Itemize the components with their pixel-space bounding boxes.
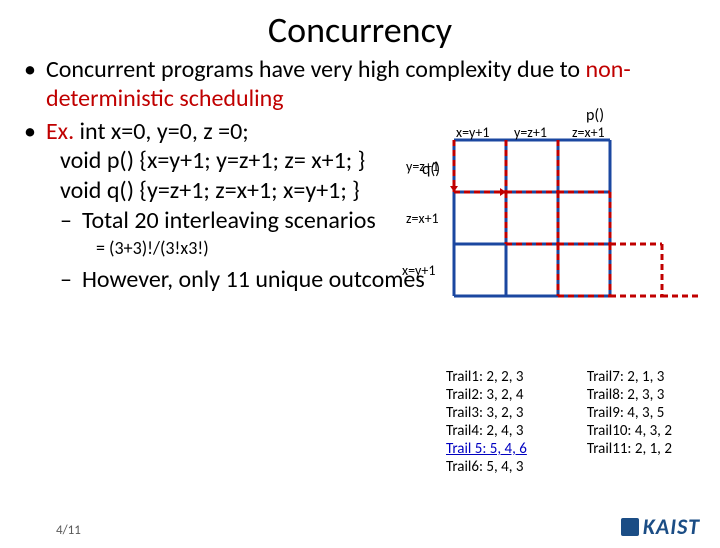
kaist-logo: KAIST <box>621 513 700 540</box>
col-label-2: z=x+1 <box>572 124 605 141</box>
logo-square-icon <box>621 518 639 536</box>
trails-col-left: Trail1: 2, 2, 3Trail2: 3, 2, 4Trail3: 3,… <box>446 368 527 476</box>
however-text: However, only 11 unique outcomes <box>82 265 425 294</box>
trails-table: Trail1: 2, 2, 3Trail2: 3, 2, 4Trail3: 3,… <box>446 368 672 476</box>
dash: – <box>60 265 72 294</box>
col-label-0: x=y+1 <box>456 124 489 141</box>
slide-title: Concurrency <box>0 8 720 52</box>
trail-row: Trail1: 2, 2, 3 <box>446 368 527 386</box>
trail-row: Trail7: 2, 1, 3 <box>587 368 672 386</box>
row-label-0: y=z+1 <box>406 158 439 175</box>
col-label-1: y=z+1 <box>514 124 547 141</box>
bullet1-pre: Concurrent programs have very high compl… <box>46 55 586 84</box>
trail-row: Trail9: 4, 3, 5 <box>587 404 672 422</box>
trail-row: Trail6: 5, 4, 3 <box>446 458 527 476</box>
trail-row: Trail11: 2, 1, 2 <box>587 440 672 458</box>
trail-row: Trail10: 4, 3, 2 <box>587 422 672 440</box>
bullet-dot: • <box>24 56 36 85</box>
trails-col-right: Trail7: 2, 1, 3Trail8: 2, 3, 3Trail9: 4,… <box>587 368 672 476</box>
trail-row: Trail2: 3, 2, 4 <box>446 386 527 404</box>
bullet-1-text: Concurrent programs have very high compl… <box>46 56 696 114</box>
trail-row: Trail8: 2, 3, 3 <box>587 386 672 404</box>
ex-decl: int x=0, y=0, z =0; <box>74 117 249 146</box>
ex-label: Ex. <box>46 117 74 146</box>
trail-row: Trail3: 3, 2, 3 <box>446 404 527 422</box>
row-label-1: z=x+1 <box>406 210 439 227</box>
bullet-dot: • <box>24 118 36 147</box>
row-label-2: x=y+1 <box>402 262 435 279</box>
interleaving-grid: p() q() x=y+1 y=z+1 z=x+1 y=z+1 z=x+1 x=… <box>450 110 700 290</box>
bullet-1: • Concurrent programs have very high com… <box>24 56 696 114</box>
total-text: Total 20 interleaving scenarios <box>82 206 376 235</box>
dash: – <box>60 206 72 235</box>
trail-row: Trail 5: 5, 4, 6 <box>446 440 527 458</box>
trail-row: Trail4: 2, 4, 3 <box>446 422 527 440</box>
page-number: 4/11 <box>56 523 81 538</box>
logo-text: KAIST <box>643 513 700 540</box>
